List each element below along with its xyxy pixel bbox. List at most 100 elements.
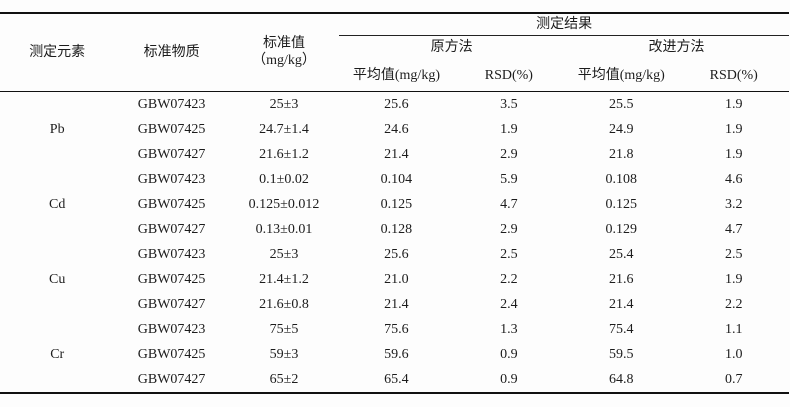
cell-impr-rsd: 1.0 (724, 346, 743, 362)
cell-impr-rsd: 0.7 (724, 371, 743, 387)
cell-element: Cd (49, 196, 66, 212)
cell-orig-mean: 75.6 (384, 321, 409, 337)
cell-impr-rsd: 1.9 (678, 91, 789, 117)
cell-standard-value: 21.4±1.2 (259, 271, 309, 287)
header-orig-mean: 平均值(mg/kg) (352, 67, 440, 83)
cell-orig-rsd: 2.4 (500, 296, 518, 312)
cell-impr-rsd: 4.6 (724, 171, 743, 187)
cell-impr-rsd: 1.9 (724, 146, 743, 162)
header-results-group: 测定结果 (339, 13, 789, 36)
cell-standard-value: 0.125±0.012 (248, 196, 320, 212)
cell-orig-rsd: 5.9 (500, 171, 518, 187)
cell-material: GBW07425 (137, 196, 206, 212)
cell-orig-mean: 0.104 (380, 171, 413, 187)
header-impr-mean: 平均值(mg/kg) (577, 67, 665, 83)
cell-material: GBW07425 (137, 271, 206, 287)
results-table-container: 测定元素 标准物质 标准值 （mg/kg） 测定结果 原方法 改进方法 平均值(… (0, 12, 789, 394)
cell-impr-rsd: 4.7 (724, 221, 743, 237)
cell-impr-rsd: 3.2 (724, 196, 743, 212)
table-row: GBW07425 21.4±1.2 21.0 2.2 21.6 1.9 (0, 267, 789, 292)
header-row-methods: 原方法 改进方法 (0, 36, 789, 61)
cell-material: GBW07423 (114, 91, 229, 117)
cell-orig-mean: 25.6 (339, 91, 454, 117)
cell-impr-rsd: 1.9 (724, 121, 743, 137)
cell-element: Pb (0, 91, 115, 167)
cell-material: GBW07425 (137, 121, 206, 137)
cell-impr-mean: 59.5 (609, 346, 634, 362)
cell-orig-rsd: 2.9 (500, 221, 518, 237)
cell-standard-value: 65±2 (269, 371, 299, 387)
cell-impr-mean: 75.4 (609, 321, 634, 337)
cell-orig-mean: 24.6 (384, 121, 409, 137)
cell-orig-rsd: 1.9 (500, 121, 518, 137)
table-row: GBW07425 24.7±1.4 24.6 1.9 24.9 1.9 (0, 117, 789, 142)
cell-orig-rsd: 2.9 (500, 146, 518, 162)
cell-impr-mean: 0.125 (605, 196, 638, 212)
table-row: GBW07425 0.125±0.012 0.125 4.7 0.125 3.2 (0, 192, 789, 217)
cell-orig-rsd: 2.5 (500, 246, 518, 262)
cell-impr-rsd: 1.1 (724, 321, 743, 337)
cell-impr-mean: 21.6 (609, 271, 634, 287)
header-standard-value-line1: 标准值 (263, 36, 305, 52)
cell-impr-mean: 21.8 (609, 146, 634, 162)
cell-orig-mean: 0.125 (380, 196, 413, 212)
table-row: Cr GBW07423 75±5 75.6 1.3 75.4 1.1 (0, 317, 789, 362)
cell-impr-mean: 0.108 (605, 171, 638, 187)
cell-orig-rsd: 1.3 (500, 321, 518, 337)
cell-impr-mean: 21.4 (609, 296, 634, 312)
cell-standard-value: 21.6±0.8 (259, 296, 309, 312)
cell-material: GBW07425 (137, 346, 206, 362)
cell-impr-rsd: 1.9 (724, 271, 743, 287)
table-row: Pb GBW07423 25±3 25.6 3.5 25.5 1.9 (0, 91, 789, 167)
header-impr-rsd: RSD(%) (709, 67, 758, 83)
cell-orig-mean: 0.128 (380, 221, 413, 237)
table-row: Cd GBW07423 0.1±0.02 0.104 5.9 0.108 4.6 (0, 167, 789, 212)
table-row: GBW07427 0.13±0.01 0.128 2.9 0.129 4.7 (0, 217, 789, 242)
cell-material: GBW07423 (137, 171, 206, 187)
table-row: GBW07425 59±3 59.6 0.9 59.5 1.0 (0, 342, 789, 367)
cell-orig-mean: 65.4 (384, 371, 409, 387)
cell-standard-value: 75±5 (269, 321, 299, 337)
cell-standard-value: 0.1±0.02 (259, 171, 309, 187)
cell-orig-rsd: 3.5 (453, 91, 565, 117)
cell-material: GBW07427 (137, 146, 206, 162)
cell-orig-rsd: 2.2 (500, 271, 518, 287)
cell-material: GBW07427 (137, 371, 206, 387)
cell-standard-value: 24.7±1.4 (259, 121, 309, 137)
cell-element: Cr (50, 346, 65, 362)
cell-standard-value: 0.13±0.01 (255, 221, 313, 237)
cell-impr-mean: 24.9 (609, 121, 634, 137)
measurement-results-table: 测定元素 标准物质 标准值 （mg/kg） 测定结果 原方法 改进方法 平均值(… (0, 12, 789, 394)
header-material: 标准物质 (143, 44, 200, 60)
cell-orig-rsd: 0.9 (500, 371, 518, 387)
table-row: GBW07427 21.6±0.8 21.4 2.4 21.4 2.2 (0, 292, 789, 317)
cell-impr-mean: 0.129 (605, 221, 638, 237)
cell-orig-rsd: 4.7 (500, 196, 518, 212)
table-row: Cu GBW07423 25±3 25.6 2.5 25.4 2.5 (0, 242, 789, 287)
header-method-original: 原方法 (430, 40, 473, 56)
cell-impr-mean: 64.8 (609, 371, 634, 387)
header-row-metrics: 平均值(mg/kg) RSD(%) 平均值(mg/kg) RSD(%) (0, 60, 789, 92)
cell-orig-mean: 21.0 (384, 271, 409, 287)
header-standard-value: 标准值 （mg/kg） (229, 13, 339, 92)
cell-standard-value: 59±3 (269, 346, 299, 362)
cell-impr-rsd: 2.5 (724, 246, 743, 262)
header-row-group: 测定元素 标准物质 标准值 （mg/kg） 测定结果 (0, 13, 789, 68)
cell-material: GBW07423 (137, 246, 206, 262)
cell-orig-mean: 21.4 (384, 146, 409, 162)
cell-material: GBW07427 (137, 296, 206, 312)
header-orig-rsd: RSD(%) (484, 67, 533, 83)
header-element: 测定元素 (29, 44, 86, 60)
cell-impr-mean: 25.5 (564, 91, 679, 117)
cell-standard-value: 25±3 (269, 246, 299, 262)
cell-orig-rsd: 0.9 (500, 346, 518, 362)
cell-standard-value: 21.6±1.2 (259, 146, 309, 162)
table-row: GBW07427 65±2 65.4 0.9 64.8 0.7 (0, 367, 789, 393)
table-row: GBW07427 21.6±1.2 21.4 2.9 21.8 1.9 (0, 142, 789, 167)
cell-impr-rsd: 2.2 (724, 296, 743, 312)
cell-orig-mean: 59.6 (384, 346, 409, 362)
cell-material: GBW07423 (137, 321, 206, 337)
cell-element: Cu (49, 271, 66, 287)
cell-impr-mean: 25.4 (609, 246, 634, 262)
cell-orig-mean: 21.4 (384, 296, 409, 312)
